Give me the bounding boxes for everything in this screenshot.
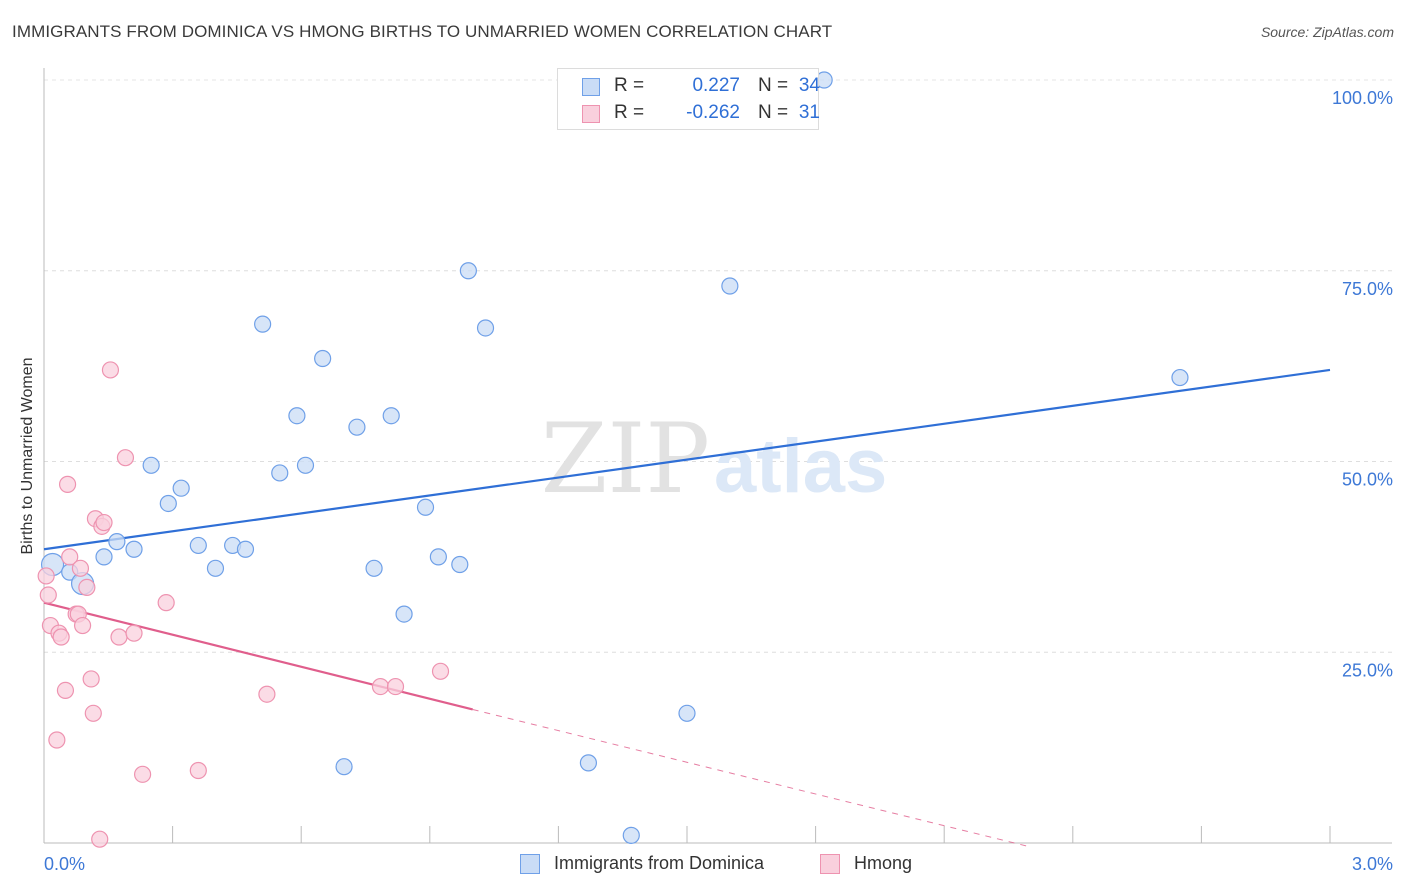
point-hmong (371, 677, 390, 696)
r-label: R = (614, 102, 645, 123)
point-dominica (296, 456, 315, 474)
legend-label-dominica: Immigrants from Dominica (554, 853, 765, 873)
point-hmong (82, 670, 100, 688)
point-hmong (56, 681, 75, 700)
legend-swatch-dominica (582, 78, 600, 96)
point-dominica (314, 349, 332, 368)
point-dominica (365, 559, 383, 577)
trend-line (43, 368, 1331, 551)
point-dominica (189, 536, 207, 555)
point-dominica (348, 418, 366, 436)
grid (44, 79, 1392, 653)
point-hmong (91, 830, 109, 848)
point-dominica (476, 319, 495, 337)
point-dominica (416, 498, 435, 516)
point-dominica (429, 548, 447, 566)
chart-title: IMMIGRANTS FROM DOMINICA VS HMONG BIRTHS… (12, 22, 833, 41)
point-hmong (157, 594, 175, 612)
point-dominica (142, 456, 160, 474)
tick-labels: 25.0% 50.0% 75.0% 100.0% 0.0% 3.0% (44, 88, 1393, 874)
point-hmong (110, 628, 128, 646)
point-hmong (48, 731, 66, 749)
point-hmong (73, 616, 92, 635)
point-hmong (37, 567, 55, 585)
point-dominica (236, 540, 255, 558)
point-hmong (84, 704, 102, 722)
n-label: N = (758, 102, 789, 123)
point-dominica (271, 464, 289, 482)
x-tick-label: 3.0% (1352, 854, 1393, 874)
legend-swatch-hmong (582, 105, 600, 123)
watermark-zip: ZIP (541, 403, 710, 515)
point-dominica (451, 555, 469, 574)
point-hmong (78, 578, 96, 596)
y-tick-label: 50.0% (1342, 470, 1393, 490)
point-dominica (159, 494, 177, 513)
point-dominica (382, 407, 400, 425)
point-hmong (431, 662, 450, 680)
point-dominica (206, 559, 225, 577)
n-value: 34 (798, 75, 820, 96)
r-value: 0.227 (692, 75, 740, 96)
point-dominica (108, 533, 126, 551)
point-hmong (116, 449, 135, 467)
point-hmong (61, 548, 79, 566)
point-hmong (39, 586, 57, 604)
series-legend: Immigrants from Dominica Hmong (0, 852, 1406, 878)
n-label: N = (758, 75, 789, 96)
y-tick-label: 25.0% (1342, 660, 1393, 680)
y-axis-label: Births to Unmarried Women (19, 357, 36, 555)
point-dominica (1171, 368, 1189, 387)
x-tick-label: 0.0% (44, 854, 85, 874)
legend-label-hmong: Hmong (854, 853, 913, 873)
point-dominica (335, 758, 353, 776)
correlation-legend: R = 0.227 N = 34 R = -0.262 N = 31 (557, 68, 820, 130)
point-hmong (71, 559, 90, 577)
point-hmong (101, 361, 120, 379)
point-dominica (459, 262, 477, 280)
point-hmong (189, 761, 207, 780)
chart-source: Source: ZipAtlas.com (1260, 24, 1394, 40)
point-dominica (254, 315, 272, 333)
n-value: 31 (798, 102, 820, 123)
point-dominica (125, 540, 143, 558)
point-hmong (95, 513, 113, 532)
trend-line-extension (472, 708, 1031, 848)
point-hmong (58, 475, 77, 493)
point-dominica (579, 754, 598, 772)
point-hmong (386, 677, 405, 696)
point-dominica (721, 277, 739, 295)
y-tick-label: 100.0% (1332, 88, 1393, 108)
point-hmong (258, 685, 276, 703)
point-hmong (125, 624, 143, 642)
point-dominica (288, 407, 306, 425)
point-hmong (52, 628, 70, 646)
point-dominica (678, 704, 696, 722)
r-label: R = (614, 75, 645, 96)
r-value: -0.262 (686, 102, 740, 123)
watermark-atlas: atlas (714, 424, 887, 509)
y-tick-label: 75.0% (1342, 279, 1393, 299)
legend-swatch-dominica (520, 854, 540, 874)
point-dominica (395, 605, 413, 623)
point-hmong (133, 765, 152, 783)
point-dominica (95, 548, 113, 566)
point-dominica (622, 826, 640, 844)
point-dominica (172, 479, 190, 497)
data-points (37, 71, 1189, 848)
axes (43, 68, 1392, 844)
legend-swatch-hmong (820, 854, 840, 874)
watermark: ZIP atlas (541, 403, 887, 515)
